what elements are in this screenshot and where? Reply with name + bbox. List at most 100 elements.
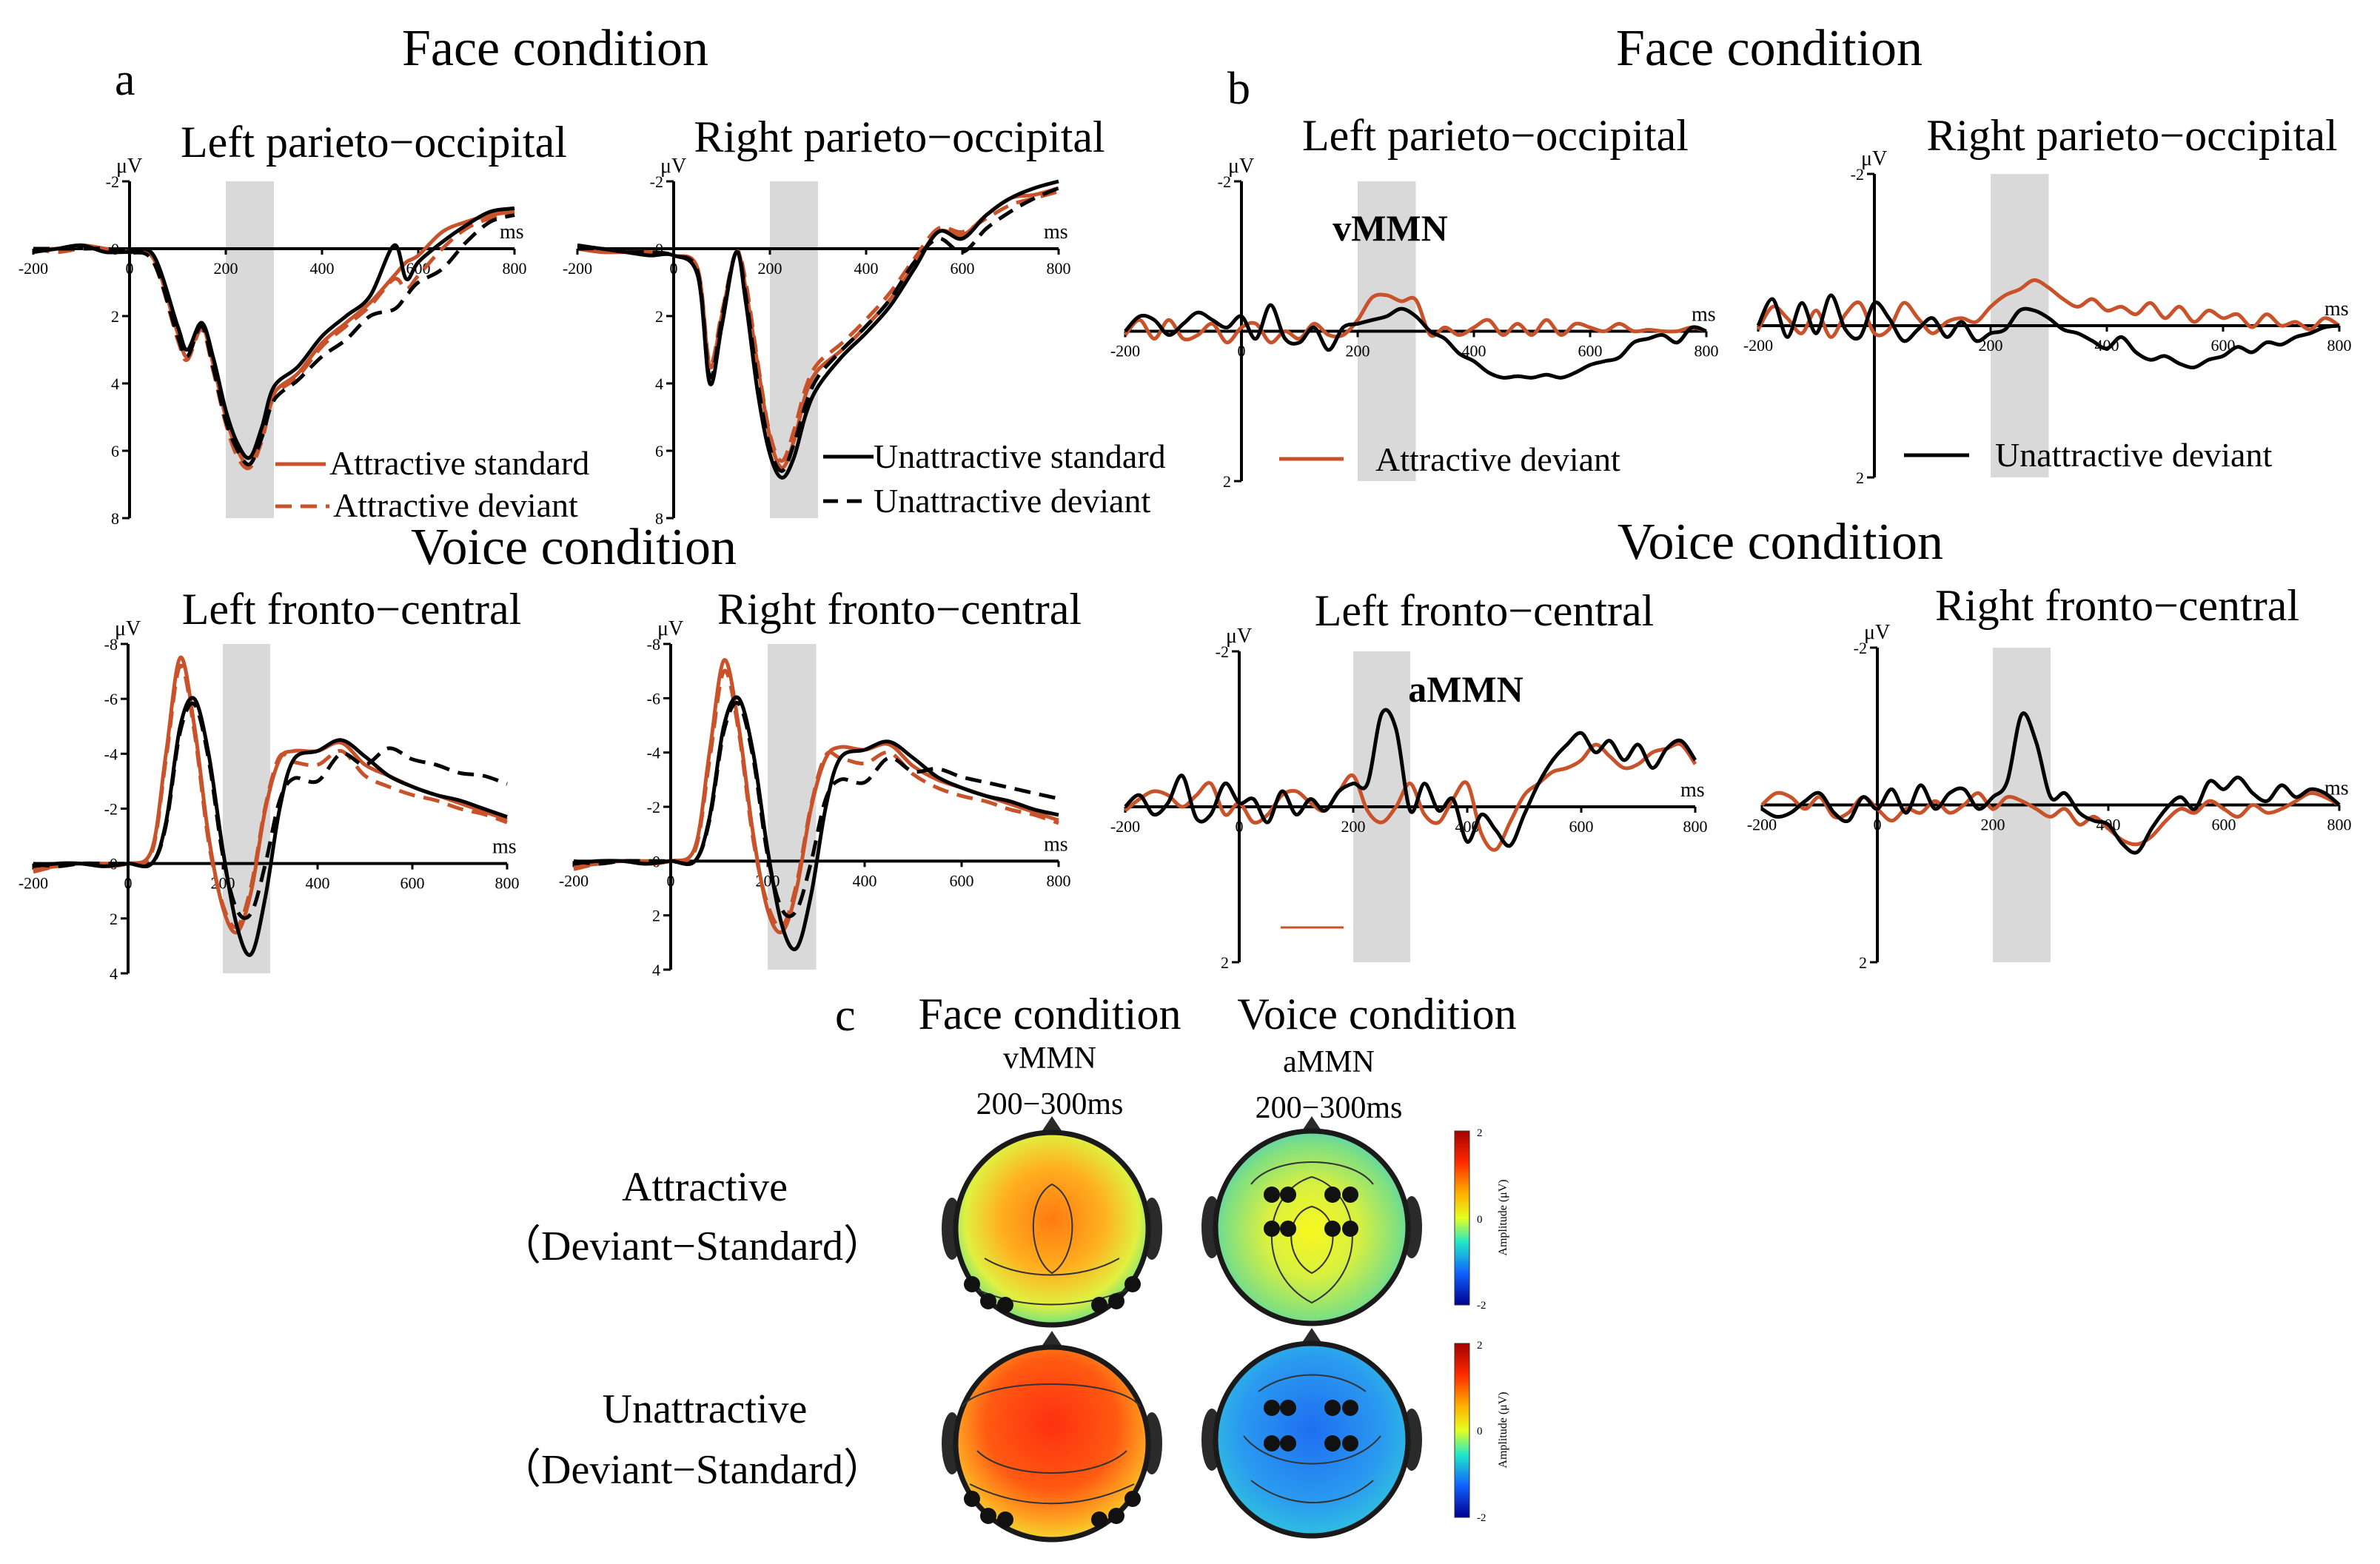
- y-tick-label: 2: [1856, 469, 1864, 487]
- scalp-map: [953, 1130, 1151, 1328]
- x-tick-label: 0: [1238, 342, 1246, 360]
- series-line-unattractive-deviant: [33, 701, 508, 920]
- x-tick-label: 200: [758, 259, 782, 278]
- colorbar-min: -2: [1477, 1300, 1486, 1312]
- y-unit: μV: [660, 155, 686, 178]
- y-tick-label: 2: [1859, 953, 1867, 972]
- heading-b-voice: Voice condition: [1618, 514, 1943, 571]
- electrode: [997, 1511, 1013, 1528]
- topo-voice-attractive: [1201, 1116, 1422, 1326]
- x-unit: ms: [2324, 777, 2349, 800]
- electrode: [1124, 1276, 1141, 1292]
- y-tick-label: 2: [110, 910, 118, 928]
- topo-title-voice: Voice condition: [1237, 990, 1516, 1038]
- colorbar-mid: 0: [1477, 1214, 1483, 1226]
- plot-title: Left parieto−occipital: [1302, 111, 1689, 160]
- legend-attractive: Attractive standard Attractive deviant: [275, 444, 589, 524]
- series-line-unattractive-deviant: [1124, 708, 1697, 848]
- colorbar-gradient: [1454, 1343, 1470, 1518]
- y-tick-label: 2: [1221, 953, 1229, 972]
- colorbar-max: 2: [1477, 1340, 1483, 1352]
- x-tick-label: 600: [1578, 342, 1603, 360]
- electrode: [1124, 1491, 1141, 1507]
- y-unit: μV: [1864, 621, 1890, 644]
- legend-b-attractive: Attractive deviant: [1279, 440, 1620, 478]
- electrode: [1342, 1187, 1358, 1203]
- y-tick-label: -2: [1851, 165, 1864, 184]
- series-line-unattractive-deviant: [1756, 293, 2340, 370]
- x-tick-label: 200: [1981, 816, 2005, 834]
- y-unit: μV: [1861, 147, 1887, 170]
- y-tick-label: 6: [111, 442, 119, 460]
- colorbar-mid: 0: [1477, 1426, 1483, 1437]
- y-tick-label: -4: [104, 745, 118, 763]
- heading-b-face: Face condition: [1616, 20, 1923, 77]
- x-tick-label: 400: [854, 259, 879, 278]
- electrode: [1280, 1221, 1296, 1237]
- legend-unattractive: Unattractive standard Unattractive devia…: [823, 437, 1166, 520]
- x-tick-label: 800: [1047, 871, 1071, 890]
- x-tick-label: 600: [951, 259, 975, 278]
- electrode: [1324, 1400, 1341, 1416]
- legend-label-b-attractive-deviant: Attractive deviant: [1375, 440, 1620, 478]
- x-tick-label: 800: [2327, 816, 2352, 834]
- plot-title: Left fronto−central: [1315, 586, 1655, 635]
- electrode: [1108, 1293, 1124, 1309]
- legend-label-attractive-deviant: Attractive deviant: [333, 486, 578, 524]
- y-tick-label: 8: [655, 509, 663, 528]
- x-tick-label: 200: [1341, 817, 1366, 836]
- electrode: [997, 1297, 1013, 1313]
- electrode: [1342, 1400, 1358, 1416]
- contour-lines: [1243, 1374, 1381, 1503]
- y-tick-label: -2: [104, 800, 118, 819]
- x-unit: ms: [1044, 221, 1068, 244]
- electrode: [1264, 1400, 1280, 1416]
- y-tick-label: 4: [652, 961, 660, 979]
- y-tick-label: 6: [655, 442, 663, 460]
- y-tick-label: 4: [110, 964, 118, 983]
- y-tick-label: -2: [1218, 172, 1231, 191]
- x-tick-label: 800: [1683, 817, 1708, 836]
- x-unit: ms: [1044, 833, 1068, 856]
- erp-plot-b-voice-left: -22-200 0 200 400 600 800 μV ms Left fronto−c…: [1110, 586, 1708, 972]
- electrode: [980, 1293, 996, 1309]
- x-tick-label: -200: [1110, 342, 1140, 360]
- x-tick-label: 400: [853, 871, 877, 890]
- x-tick-label: 0: [126, 259, 134, 278]
- x-unit: ms: [2324, 298, 2349, 320]
- electrode: [964, 1276, 980, 1292]
- erp-plot-b-voice-right: -22-200 0 200 400 600 800 μV ms Right fronto−…: [1747, 581, 2352, 972]
- y-tick-label: -2: [647, 798, 660, 816]
- series-line-attractive-deviant: [1124, 292, 1707, 345]
- colorbar-bottom: 2 0 -2 Amplitude (μV): [1454, 1340, 1509, 1524]
- y-tick-label: 4: [655, 375, 663, 393]
- x-tick-label: 0: [1236, 817, 1244, 836]
- colorbar-label: Amplitude (μV): [1497, 1179, 1509, 1255]
- y-tick-label: 2: [111, 307, 119, 326]
- row-label-unattractive-sub: （Deviant−Standard）: [500, 1447, 885, 1493]
- x-tick-label: 800: [1047, 259, 1071, 278]
- y-unit: μV: [657, 617, 683, 640]
- x-unit: ms: [492, 836, 517, 859]
- electrode: [1342, 1435, 1358, 1451]
- x-tick-label: -200: [1743, 336, 1773, 355]
- erp-plot-b-face-left: -22-200 0 200 400 600 800 μV ms Left parieto−…: [1110, 111, 1719, 491]
- topography-panel: Face condition Voice condition vMMN aMMN…: [500, 990, 1517, 1543]
- electrode: [1324, 1435, 1341, 1451]
- electrode: [1108, 1508, 1124, 1524]
- y-unit: μV: [115, 617, 141, 640]
- y-unit: μV: [116, 155, 142, 178]
- panel-letter-c: c: [835, 990, 856, 1041]
- y-unit: μV: [1228, 155, 1254, 178]
- row-label-unattractive: Unattractive: [603, 1386, 808, 1432]
- series-line-attractive-deviant: [1756, 278, 2341, 339]
- plot-title: Right parieto−occipital: [1926, 111, 2337, 160]
- series-line-attractive-deviant: [1124, 742, 1697, 852]
- electrode: [1264, 1221, 1280, 1237]
- topo-comp-voice: aMMN: [1283, 1045, 1375, 1079]
- series-line-unattractive-deviant: [33, 213, 515, 467]
- x-tick-label: 600: [2212, 816, 2236, 834]
- panel-letter-b: b: [1227, 64, 1250, 114]
